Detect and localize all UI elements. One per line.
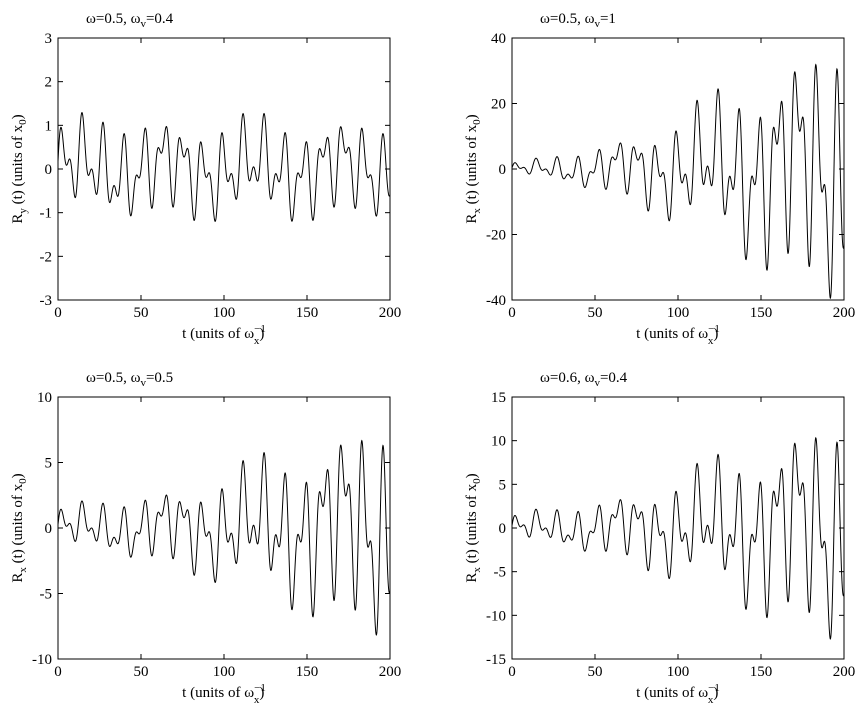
y-tick-label: 0 [45,521,53,537]
y-tick-label: 0 [499,521,507,537]
x-axis-label: t (units of ω−1 x) [182,323,266,347]
y-tick-label: 10 [37,390,52,406]
panel-3: 0 50 100 150 200 -10 -5 0 5 10 ω=0.5, ωv=0.5 t (uni… [10,370,401,706]
x-tick-label: 0 [508,305,516,321]
x-tick-label: 150 [296,305,319,321]
y-tick-label: -10 [486,608,506,624]
x-tick-label: 150 [750,664,773,680]
panel-4: 0 50 100 150 200 -15 -10 -5 0 5 10 15 ω=0.6, ωv=0.4 t… [464,370,855,706]
x-tick-label: 0 [508,664,516,680]
panel-title: ω=0.6, ωv=0.4 [540,370,628,389]
y-tick-label: 10 [491,434,506,450]
x-tick-label: 100 [213,664,236,680]
panel-2: 0 50 100 150 200 -40 -20 0 20 40 ω=0.5, ωv=1 t (uni… [464,11,855,347]
y-tick-label: 40 [491,31,506,47]
series-line [57,112,391,222]
y-tick-label: -2 [40,249,53,265]
y-tick-label: -5 [40,587,53,603]
panel-title: ω=0.5, ωv=1 [540,11,616,30]
axes-box [511,396,845,660]
series-line [511,436,845,640]
y-tick-label: 0 [45,162,53,178]
y-axis-label: Rx (t) (units of x0) [464,114,483,223]
y-tick-label: -40 [486,293,506,309]
x-tick-label: 100 [213,305,236,321]
x-axis-label: t (units of ω−1 x) [182,682,266,706]
x-tick-label: 100 [667,305,690,321]
x-axis-label: t (units of ω−1 x) [636,323,720,347]
x-tick-label: 200 [379,305,402,321]
panel-1: 0 50 100 150 200 -3 -2 -1 0 1 2 3 ω=0.5, ωv=0.4 t (un… [10,11,401,347]
y-tick-label: 5 [45,456,53,472]
axes-box [57,396,391,660]
x-tick-label: 0 [54,664,62,680]
x-axis-label: t (units of ω−1 x) [636,682,720,706]
y-axis-label: Rx (t) (units of x0) [464,473,483,582]
y-tick-label: -5 [494,565,507,581]
x-tick-label: 50 [134,305,149,321]
series-line [57,439,391,636]
y-tick-label: 1 [45,118,53,134]
panel-title: ω=0.5, ωv=0.5 [86,370,173,389]
y-tick-label: -15 [486,652,506,668]
y-tick-label: 3 [45,31,53,47]
y-tick-label: -3 [40,293,53,309]
y-tick-label: 5 [499,477,507,493]
y-tick-label: 20 [491,97,506,113]
y-tick-label: -1 [40,206,53,222]
axes-box [57,37,391,301]
x-tick-label: 200 [379,664,402,680]
x-tick-label: 50 [134,664,149,680]
series-line [511,63,845,300]
x-tick-label: 200 [833,305,856,321]
x-tick-label: 200 [833,664,856,680]
x-tick-label: 150 [750,305,773,321]
panel-title: ω=0.5, ωv=0.4 [86,11,174,30]
x-tick-label: 150 [296,664,319,680]
x-tick-label: 50 [588,664,603,680]
y-axis-label: Ry (t) (units of x0) [10,114,29,223]
x-tick-label: 100 [667,664,690,680]
y-tick-label: 0 [499,162,507,178]
y-tick-label: 15 [491,390,506,406]
x-tick-label: 50 [588,305,603,321]
y-tick-label: -20 [486,228,506,244]
y-tick-label: 2 [45,75,53,91]
y-tick-label: -10 [32,652,52,668]
y-axis-label: Rx (t) (units of x0) [10,473,29,582]
x-tick-label: 0 [54,305,62,321]
